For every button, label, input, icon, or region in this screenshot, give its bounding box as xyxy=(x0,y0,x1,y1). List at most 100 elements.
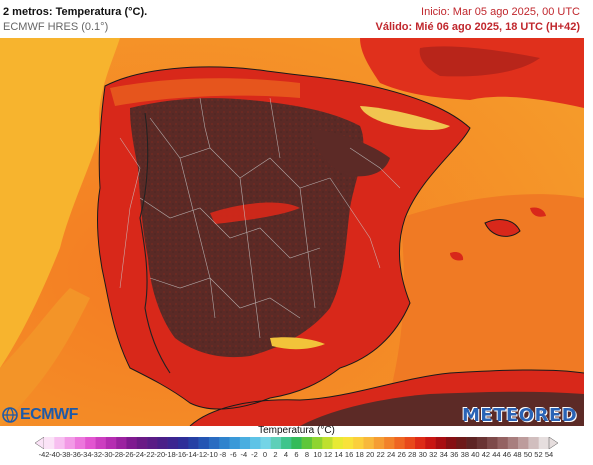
colorbar-swatch xyxy=(332,437,344,449)
colorbar-tick-label: 30 xyxy=(418,450,427,459)
colorbar-tick-label: -26 xyxy=(122,450,134,459)
colorbar-tick-label: -14 xyxy=(185,450,197,459)
sistema-central xyxy=(210,202,300,224)
colorbar-swatch xyxy=(456,437,467,449)
colorbar-tick-label: 24 xyxy=(387,450,396,459)
colorbar-tick-label: -10 xyxy=(206,450,218,459)
map-header: 2 metros: Temperatura (°C). ECMWF HRES (… xyxy=(0,0,593,38)
colorbar-swatch xyxy=(116,437,127,449)
colorbar-swatch xyxy=(466,437,478,449)
colorbar-swatch xyxy=(497,437,509,449)
colorbar-tick-label: 42 xyxy=(481,450,491,459)
atlantic-cool xyxy=(0,38,120,368)
coastlines xyxy=(97,66,584,426)
colorbar-tick-label: 14 xyxy=(334,450,343,459)
colorbar-tick-label: -12 xyxy=(196,450,208,459)
colorbar-swatch xyxy=(353,437,364,449)
colorbar-swatch xyxy=(404,437,416,449)
north-africa-hot xyxy=(300,391,584,426)
colorbar-swatch xyxy=(394,437,406,449)
province-borders xyxy=(119,97,401,339)
meteored-logo: METEORED xyxy=(462,405,578,426)
colorbar-tick-label: 50 xyxy=(523,450,533,459)
colorbar-tick-label: -20 xyxy=(154,450,166,459)
colorbar-tick-label: 44 xyxy=(492,450,501,459)
colorbar-swatch xyxy=(425,437,436,449)
colorbar-tick-label: -8 xyxy=(219,450,227,459)
colorbar-swatch xyxy=(198,437,210,449)
colorbar-tick-label: -34 xyxy=(80,450,92,459)
colorbar-swatch xyxy=(105,437,117,449)
map-title: 2 metros: Temperatura (°C). xyxy=(3,6,148,18)
colorbar-tick-label: 18 xyxy=(355,450,364,459)
colorbar-tick-label: 22 xyxy=(376,450,385,459)
colorbar-tick-label: -32 xyxy=(91,450,103,459)
ecmwf-logo: ECMWF xyxy=(2,406,78,424)
colorbar-tick-label: 16 xyxy=(344,450,354,459)
colorbar xyxy=(35,437,558,449)
init-time: Inicio: Mar 05 ago 2025, 00 UTC xyxy=(421,6,580,18)
france-hot xyxy=(419,46,540,77)
atlantic-mid xyxy=(0,288,90,426)
colorbar-swatch xyxy=(44,437,55,449)
colorbar-swatch xyxy=(445,437,457,449)
colorbar-tick-label: -18 xyxy=(164,450,176,459)
colorbar-swatch xyxy=(219,437,230,449)
colorbar-title: Temperatura (°C) xyxy=(258,425,335,436)
colorbar-tick-label: -42 xyxy=(38,450,50,459)
sierra-nevada xyxy=(270,337,325,350)
colorbar-swatch xyxy=(260,437,272,449)
colorbar-max-arrow xyxy=(548,437,558,449)
colorbar-tick-label: 6 xyxy=(294,450,299,459)
colorbar-swatch xyxy=(95,437,107,449)
colorbar-tick-label: 12 xyxy=(323,450,333,459)
mallorca xyxy=(485,219,520,237)
colorbar-tick-label: 54 xyxy=(544,450,554,459)
colorbar-swatch xyxy=(311,437,323,449)
colorbar-tick-label: -38 xyxy=(59,450,71,459)
colorbar-tick-label: -6 xyxy=(230,450,237,459)
colorbar-swatch xyxy=(136,437,148,449)
colorbar-swatch xyxy=(322,437,333,449)
colorbar-swatch xyxy=(384,437,395,449)
iberia-hot-interior xyxy=(130,98,364,358)
colorbar-tick-label: 48 xyxy=(513,450,522,459)
colorbar-swatch xyxy=(54,437,65,449)
colorbar-tick-label: -40 xyxy=(49,450,60,459)
colorbar-swatch xyxy=(518,437,529,449)
colorbar-tick-label: 26 xyxy=(397,450,406,459)
colorbar-swatch xyxy=(126,437,138,449)
colorbar-tick-label: 34 xyxy=(439,450,448,459)
colorbar-tick-label: 32 xyxy=(429,450,438,459)
colorbar-tick-label: 0 xyxy=(262,450,268,459)
colorbar-swatch xyxy=(363,437,375,449)
colorbar-swatch xyxy=(415,437,426,449)
menorca xyxy=(530,207,546,217)
colorbar-tick-label: 4 xyxy=(283,450,289,459)
mediterranean xyxy=(380,194,584,426)
colorbar-swatch xyxy=(291,437,302,449)
colorbar-tick-label: 46 xyxy=(502,450,512,459)
colorbar-swatch xyxy=(476,437,488,449)
colorbar-swatch xyxy=(177,437,189,449)
colorbar-swatch xyxy=(74,437,86,449)
pyrenees-highlight xyxy=(360,106,450,130)
colorbar-swatch xyxy=(208,437,220,449)
colorbar-swatch xyxy=(229,437,241,449)
colorbar-tick-labels: -42 -40 -38 -36 -34 -32 -30 -28 -26 -24 -22 -20 -18-… xyxy=(39,450,554,462)
colorbar-swatch xyxy=(250,437,261,449)
colorbar-swatch xyxy=(188,437,199,449)
temperature-map[interactable] xyxy=(0,38,584,426)
colorbar-swatch xyxy=(167,437,179,449)
colorbar-swatch xyxy=(373,437,385,449)
colorbar-swatch xyxy=(281,437,292,449)
globe-icon xyxy=(2,407,18,423)
valid-time: Válido: Mié 06 ago 2025, 18 UTC (H+42) xyxy=(375,21,581,33)
colorbar-tick-label: -22 xyxy=(143,450,155,459)
colorbar-tick-label: -16 xyxy=(175,450,187,459)
colorbar-tick-label: -30 xyxy=(101,450,113,459)
colorbar-tick-label: -4 xyxy=(240,450,248,459)
colorbar-tick-label: -24 xyxy=(133,450,145,459)
colorbar-swatch xyxy=(435,437,447,449)
colorbar-swatch xyxy=(239,437,251,449)
